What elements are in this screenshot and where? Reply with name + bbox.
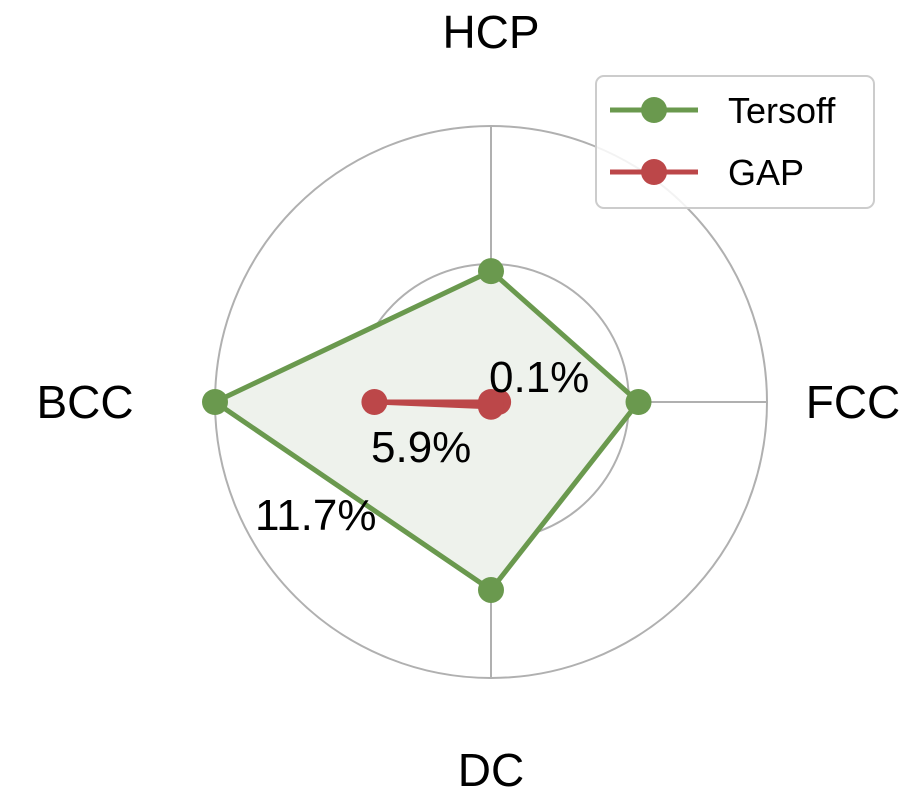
radial-tick-label-2: 11.7% [255,491,377,540]
data-point-tersoff-fcc [625,389,652,415]
label-layer: 0.1% 5.9% 11.7% FCC HCP BCC DC [36,6,900,796]
legend-label-tersoff: Tersoff [728,90,836,131]
category-label-fcc: FCC [806,376,901,428]
data-point-gap-bcc [361,389,388,415]
radial-tick-label-1: 5.9% [371,423,471,472]
legend-marker-tersoff [641,97,667,123]
legend-marker-gap [641,159,667,185]
data-point-tersoff-dc [478,576,504,603]
data-point-tersoff-bcc [202,389,228,415]
radial-tick-label-0: 0.1% [489,353,589,402]
legend: Tersoff GAP [595,75,875,209]
legend-label-gap: GAP [728,152,804,193]
category-label-hcp: HCP [442,6,539,58]
series-layer [202,258,652,603]
data-point-tersoff-hcp [478,258,504,285]
category-label-dc: DC [458,744,524,796]
data-point-gap-dc [478,393,504,420]
category-label-bcc: BCC [36,376,133,428]
